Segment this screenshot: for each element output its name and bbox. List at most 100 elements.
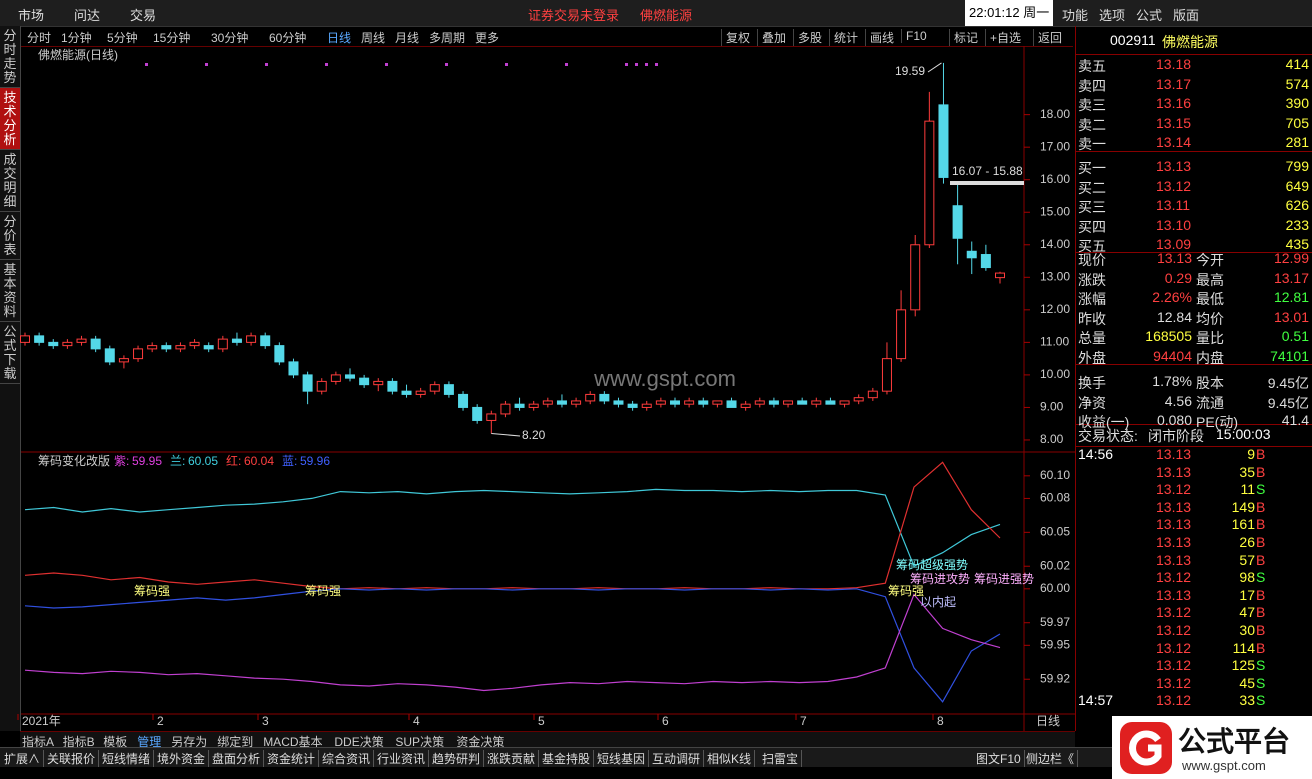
period-tab[interactable]: 多周期 xyxy=(429,31,466,45)
tool-button[interactable]: 统计 xyxy=(829,29,858,46)
row-divider xyxy=(1076,446,1312,447)
menu-button[interactable]: 选项 xyxy=(1099,8,1126,23)
bottom-tab[interactable]: 短线情绪 xyxy=(102,750,155,767)
signal-dot xyxy=(145,63,148,66)
indicator-line xyxy=(24,461,1001,590)
bottom-tab[interactable]: 综合资讯 xyxy=(322,750,375,767)
candle-body xyxy=(556,400,567,405)
indicator-tab[interactable]: 绑定到 xyxy=(217,735,254,749)
menu-button[interactable]: 市场 xyxy=(18,8,45,23)
menu-button[interactable]: 功能 xyxy=(1062,8,1089,23)
bottom-tab[interactable]: 扫雷宝 xyxy=(762,750,803,767)
side-tab[interactable]: 公式下载 xyxy=(0,322,20,384)
menu-button[interactable]: 版面 xyxy=(1173,8,1200,23)
row-divider xyxy=(1076,364,1312,365)
indicator-tab[interactable]: MACD基本 xyxy=(263,735,323,749)
candle-body xyxy=(288,361,299,376)
indicator-tab[interactable]: 模板 xyxy=(103,735,128,749)
bottom-tab[interactable]: 短线基因 xyxy=(597,750,650,767)
tick-side: B xyxy=(1256,639,1266,656)
candle-body xyxy=(627,403,638,408)
period-tab[interactable]: 日线 xyxy=(327,31,352,45)
bottom-tab[interactable]: 行业资讯 xyxy=(377,750,430,767)
tool-button[interactable]: 返回 xyxy=(1033,29,1062,46)
tick-side: B xyxy=(1256,446,1266,462)
y-tick-label: 60.00 xyxy=(1040,581,1070,595)
candle-body xyxy=(740,403,751,408)
candle-body xyxy=(924,120,935,246)
bottom-tab[interactable]: 关联报价 xyxy=(47,750,100,767)
indicator-tab[interactable]: DDE决策 xyxy=(334,735,384,749)
side-tab[interactable]: 成交明细 xyxy=(0,150,20,212)
side-tab[interactable]: 分价表 xyxy=(0,212,20,260)
tool-button[interactable]: +自选 xyxy=(985,29,1021,46)
side-tab[interactable]: 基本资料 xyxy=(0,260,20,322)
tool-button[interactable]: 标记 xyxy=(949,29,978,46)
tick-time: 14:56 xyxy=(1078,446,1114,462)
period-tab[interactable]: 分时 xyxy=(27,31,52,45)
candle-body xyxy=(571,400,582,405)
bottom-tab[interactable]: 趋势研判 xyxy=(432,750,485,767)
tool-button[interactable]: 多股 xyxy=(793,29,822,46)
bottom-tab[interactable]: 盘面分析 xyxy=(212,750,265,767)
period-tab[interactable]: 5分钟 xyxy=(107,31,138,45)
tool-button[interactable]: F10 xyxy=(901,29,927,43)
status-time: 15:00:03 xyxy=(1216,426,1271,442)
bottom-tab[interactable]: 互动调研 xyxy=(652,750,705,767)
indicator-tab[interactable]: SUP决策 xyxy=(395,735,445,749)
legend-value: 60.05 xyxy=(188,454,218,468)
signal-label: 筹码超级强势 xyxy=(896,557,968,572)
menu-button[interactable]: 问达 xyxy=(74,8,101,23)
bottom-tab[interactable]: 基金持股 xyxy=(542,750,595,767)
candle-body xyxy=(966,250,977,259)
stock-name: 佛燃能源 xyxy=(640,8,693,23)
candle-body xyxy=(246,335,257,343)
candle-body xyxy=(613,400,624,405)
book-volume: 705 xyxy=(1285,114,1309,131)
indicator-tab[interactable]: 指标A xyxy=(22,735,55,749)
tick-volume: 114 xyxy=(1232,639,1255,656)
tick-price: 13.13 xyxy=(1156,534,1192,550)
legend-name: 兰: xyxy=(170,454,185,468)
y-tick-label: 9.00 xyxy=(1040,400,1064,414)
tool-button[interactable]: 画线 xyxy=(865,29,894,46)
period-tab[interactable]: 月线 xyxy=(395,31,420,45)
stat-label: 均价 xyxy=(1196,310,1224,327)
tick-side: S xyxy=(1256,674,1266,691)
bottom-tab[interactable]: 涨跌贡献 xyxy=(487,750,540,767)
tool-button[interactable]: 复权 xyxy=(721,29,750,46)
side-tab[interactable]: 技术分析 xyxy=(0,88,20,150)
indicator-tab[interactable]: 另存为 xyxy=(171,735,208,749)
tick-price: 13.12 xyxy=(1156,692,1192,709)
period-tab[interactable]: 60分钟 xyxy=(269,31,307,45)
x-tick-label: 8 xyxy=(937,714,944,728)
period-tab[interactable]: 15分钟 xyxy=(153,31,191,45)
indicator-tab[interactable]: 管理 xyxy=(137,735,162,749)
period-tab[interactable]: 1分钟 xyxy=(61,31,92,45)
clock: 22:01:12 周一 xyxy=(965,0,1054,26)
annotation-line xyxy=(927,62,942,73)
tick-volume: 9 xyxy=(1247,446,1255,462)
x-tick-label: 4 xyxy=(413,714,420,728)
period-tab[interactable]: 30分钟 xyxy=(211,31,249,45)
menu-button[interactable]: 公式 xyxy=(1136,8,1163,23)
indicator-tab[interactable]: 指标B xyxy=(62,735,95,749)
bottom-tab[interactable]: 图文F10 xyxy=(976,750,1025,767)
candle-body xyxy=(175,345,186,350)
tick-price: 13.13 xyxy=(1156,498,1192,515)
period-tab[interactable]: 更多 xyxy=(475,31,500,45)
bottom-tab[interactable]: 相似K线 xyxy=(707,750,756,767)
candle-body xyxy=(161,345,172,350)
indicator-title: 筹码变化改版 xyxy=(38,453,110,468)
indicator-tab[interactable]: 资金决策 xyxy=(456,735,505,749)
bottom-tab[interactable]: 侧边栏《 xyxy=(1026,750,1079,767)
stock-name: 佛燃能源 xyxy=(1162,34,1218,50)
tool-button[interactable]: 叠加 xyxy=(757,29,786,46)
bottom-tab[interactable]: 境外资金 xyxy=(157,750,210,767)
bottom-tab[interactable]: 资金统计 xyxy=(267,750,320,767)
menu-button[interactable]: 交易 xyxy=(130,8,157,23)
side-tab[interactable]: 分时走势 xyxy=(0,26,20,88)
period-tab[interactable]: 周线 xyxy=(361,31,386,45)
candle-body xyxy=(76,338,87,343)
bottom-tab[interactable]: 扩展∧ xyxy=(4,750,45,767)
